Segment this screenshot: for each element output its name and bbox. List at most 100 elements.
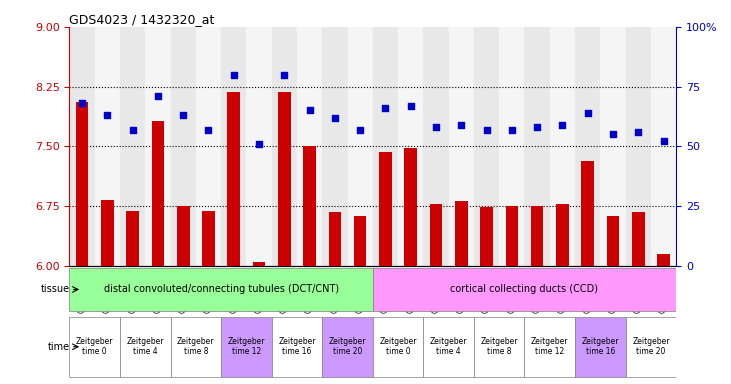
Bar <box>69 317 120 377</box>
Bar <box>221 27 246 266</box>
Bar <box>506 206 518 266</box>
Bar <box>550 27 575 266</box>
Point <box>582 110 594 116</box>
Point <box>102 112 113 118</box>
Point <box>304 108 316 114</box>
Bar <box>253 262 265 266</box>
Point <box>455 122 467 128</box>
Point <box>329 114 341 121</box>
Point <box>632 129 644 135</box>
Bar <box>531 206 543 266</box>
Text: Zeitgeber
time 16: Zeitgeber time 16 <box>582 337 619 356</box>
Bar <box>297 27 322 266</box>
Point <box>253 141 265 147</box>
Bar <box>556 204 569 266</box>
Point <box>556 122 568 128</box>
Point <box>430 124 442 130</box>
Bar <box>423 27 449 266</box>
Point <box>379 105 391 111</box>
Text: cortical collecting ducts (CCD): cortical collecting ducts (CCD) <box>450 285 599 295</box>
Bar <box>227 92 240 266</box>
Text: Zeitgeber
time 4: Zeitgeber time 4 <box>126 337 164 356</box>
Bar <box>626 317 676 377</box>
Bar <box>626 27 651 266</box>
Bar <box>126 212 139 266</box>
Point <box>658 138 670 144</box>
Text: distal convoluted/connecting tubules (DCT/CNT): distal convoluted/connecting tubules (DC… <box>104 285 338 295</box>
Bar <box>404 148 417 266</box>
Bar <box>474 317 525 377</box>
Point <box>202 126 214 132</box>
Bar <box>69 268 373 311</box>
Bar <box>278 92 291 266</box>
Bar <box>373 27 398 266</box>
Bar <box>151 121 164 266</box>
Text: Zeitgeber
time 20: Zeitgeber time 20 <box>329 337 366 356</box>
Bar <box>499 27 525 266</box>
Bar <box>347 27 373 266</box>
Text: tissue: tissue <box>40 285 69 295</box>
Bar <box>328 212 341 266</box>
Bar <box>423 317 474 377</box>
Bar <box>480 207 493 266</box>
Bar <box>600 27 626 266</box>
Text: Zeitgeber
time 12: Zeitgeber time 12 <box>531 337 569 356</box>
Bar <box>651 27 676 266</box>
Bar <box>303 146 316 266</box>
Bar <box>272 27 297 266</box>
Bar <box>398 27 423 266</box>
Point <box>481 126 493 132</box>
Bar <box>449 27 474 266</box>
Bar <box>120 317 170 377</box>
Text: Zeitgeber
time 0: Zeitgeber time 0 <box>379 337 417 356</box>
Bar <box>379 152 392 266</box>
Point <box>607 131 619 137</box>
Bar <box>430 204 442 266</box>
Text: Zeitgeber
time 8: Zeitgeber time 8 <box>480 337 518 356</box>
Bar <box>272 317 322 377</box>
Bar <box>69 27 95 266</box>
Bar <box>76 103 88 266</box>
Bar <box>120 27 145 266</box>
Bar <box>455 201 468 266</box>
Text: Zeitgeber
time 20: Zeitgeber time 20 <box>632 337 670 356</box>
Bar <box>145 27 170 266</box>
Point <box>76 100 88 106</box>
Bar <box>575 317 626 377</box>
Text: Zeitgeber
time 8: Zeitgeber time 8 <box>177 337 215 356</box>
Text: Zeitgeber
time 16: Zeitgeber time 16 <box>279 337 316 356</box>
Bar <box>196 27 221 266</box>
Point <box>279 71 290 78</box>
Bar <box>524 27 550 266</box>
Bar <box>101 200 114 266</box>
Bar <box>354 216 366 266</box>
Bar <box>246 27 272 266</box>
Text: time: time <box>48 342 69 352</box>
Bar <box>373 317 423 377</box>
Bar <box>373 268 676 311</box>
Point <box>126 126 138 132</box>
Bar <box>95 27 120 266</box>
Bar <box>170 27 196 266</box>
Point <box>355 126 366 132</box>
Bar <box>322 27 347 266</box>
Text: Zeitgeber
time 0: Zeitgeber time 0 <box>76 337 113 356</box>
Bar <box>607 216 619 266</box>
Bar <box>657 254 670 266</box>
Bar <box>474 27 499 266</box>
Bar <box>575 27 600 266</box>
Point <box>178 112 189 118</box>
Bar <box>322 317 373 377</box>
Text: Zeitgeber
time 12: Zeitgeber time 12 <box>227 337 265 356</box>
Text: Zeitgeber
time 4: Zeitgeber time 4 <box>430 337 467 356</box>
Point <box>405 103 417 109</box>
Bar <box>221 317 272 377</box>
Bar <box>581 161 594 266</box>
Bar <box>632 212 645 266</box>
Text: GDS4023 / 1432320_at: GDS4023 / 1432320_at <box>69 13 215 26</box>
Bar <box>177 206 189 266</box>
Point <box>152 93 164 99</box>
Bar <box>202 212 215 266</box>
Point <box>228 71 240 78</box>
Bar <box>524 317 575 377</box>
